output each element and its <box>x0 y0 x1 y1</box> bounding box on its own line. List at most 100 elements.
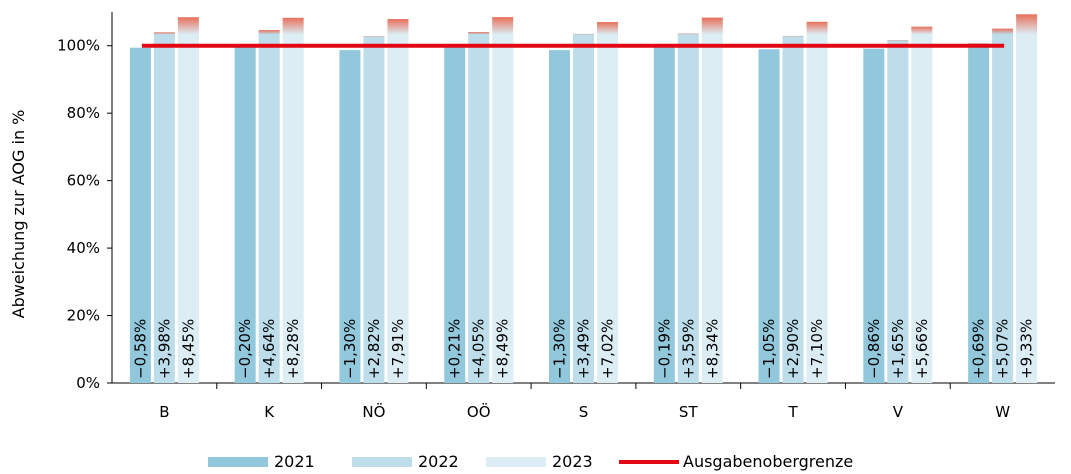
legend-swatch-2023 <box>486 456 546 467</box>
bar-overshoot <box>911 26 933 35</box>
bar-overshoot <box>968 43 990 44</box>
x-tick-label: S <box>579 403 589 421</box>
y-tick-label: 60% <box>67 172 100 190</box>
bar <box>677 33 699 383</box>
data-label: +2,90% <box>784 319 802 379</box>
data-label: +2,82% <box>365 319 383 379</box>
legend-swatch-2022 <box>352 456 412 467</box>
x-tick-label: ST <box>679 403 699 421</box>
x-tick-label: W <box>995 403 1010 421</box>
bar <box>129 47 151 384</box>
bar-overshoot <box>782 35 804 37</box>
y-tick-label: 40% <box>67 239 100 257</box>
bar-overshoot <box>573 33 594 35</box>
data-label: −0,19% <box>655 319 673 379</box>
y-tick-label: 100% <box>57 37 100 55</box>
bar <box>234 46 256 383</box>
bar-overshoot <box>177 17 199 35</box>
bar-overshoot <box>992 28 1014 35</box>
legend-item-2022: 2022 <box>352 452 459 471</box>
x-tick-label: V <box>893 403 904 421</box>
bar-overshoot <box>492 17 514 35</box>
data-label: +3,59% <box>679 319 697 379</box>
data-label: +8,34% <box>703 319 721 379</box>
bar <box>363 36 385 383</box>
data-label: −0,20% <box>236 319 254 379</box>
bar <box>153 33 175 383</box>
bar-overshoot <box>677 33 699 35</box>
bar <box>573 33 594 384</box>
bar <box>468 33 490 383</box>
x-tick-label: K <box>264 403 275 421</box>
bar-overshoot <box>887 40 909 41</box>
bar <box>887 40 909 384</box>
bar-overshoot <box>597 22 618 35</box>
data-label: +4,05% <box>470 319 488 379</box>
y-tick-label: 80% <box>67 104 100 122</box>
x-tick-label: T <box>787 403 798 421</box>
x-tick-label: OÖ <box>467 402 491 421</box>
bar <box>701 33 723 383</box>
legend-item-ausgabenobergrenze: Ausgabenobergrenze <box>619 452 853 471</box>
x-tick-label: NÖ <box>362 402 385 421</box>
bar-overshoot <box>468 32 490 35</box>
legend-label-ausgabenobergrenze: Ausgabenobergrenze <box>683 452 854 471</box>
data-label: +5,07% <box>994 319 1012 379</box>
data-label: +7,10% <box>808 319 826 379</box>
y-tick-label: 20% <box>67 307 100 325</box>
legend-label-2021: 2021 <box>274 452 315 471</box>
bar-overshoot <box>363 36 385 37</box>
bar <box>177 33 199 383</box>
legend-swatch-ausgabenobergrenze <box>619 459 679 464</box>
data-label: +7,02% <box>599 319 617 379</box>
data-label: +0,69% <box>970 319 988 379</box>
data-label: −0,86% <box>865 319 883 379</box>
bar <box>863 48 885 384</box>
y-tick-label: 0% <box>76 374 100 392</box>
data-label: −1,30% <box>551 319 569 379</box>
bar <box>339 50 361 383</box>
x-tick-label: B <box>159 403 169 421</box>
legend: 2021 2022 2023 Ausgabenobergrenze <box>0 452 1071 474</box>
data-label: +8,28% <box>284 319 302 379</box>
data-label: −1,30% <box>341 319 359 379</box>
data-label: +3,98% <box>155 319 173 379</box>
bar-overshoot <box>387 19 409 35</box>
bar <box>992 33 1014 383</box>
data-label: −0,58% <box>131 319 149 379</box>
data-label: +5,66% <box>913 319 931 379</box>
bar-overshoot <box>1016 14 1038 35</box>
bar-overshoot <box>153 32 175 35</box>
legend-item-2021: 2021 <box>208 452 315 471</box>
legend-label-2022: 2022 <box>418 452 459 471</box>
bar <box>387 33 409 383</box>
bar <box>653 46 675 383</box>
bar-overshoot <box>701 17 723 35</box>
bar <box>282 33 304 383</box>
bar <box>597 33 618 383</box>
bar <box>806 33 828 383</box>
bar <box>258 33 280 383</box>
legend-item-2023: 2023 <box>486 452 593 471</box>
data-label: +8,45% <box>179 319 197 379</box>
bar <box>1016 33 1038 383</box>
bar <box>492 33 514 383</box>
bar <box>911 33 933 383</box>
bar <box>758 49 780 383</box>
bar-overshoot <box>282 17 304 35</box>
bar <box>549 50 570 383</box>
bar <box>782 35 804 384</box>
plot-area: 0% 20% 40% 60% 80% 100% B −0,58% +3,98% +8,45% K −0… <box>57 12 1055 421</box>
bar <box>444 45 466 383</box>
data-label: +4,64% <box>260 319 278 379</box>
legend-swatch-2021 <box>208 456 268 467</box>
bar <box>968 43 990 384</box>
legend-label-2023: 2023 <box>552 452 593 471</box>
bar-overshoot <box>806 21 828 35</box>
y-axis-title: Abweichung zur AOG in % <box>9 110 28 319</box>
data-label: +7,91% <box>389 319 407 379</box>
data-label: +3,49% <box>575 319 593 379</box>
bar-chart: Abweichung zur AOG in % 0% 20% 40% 60% 80% 10… <box>9 12 1055 421</box>
bar-overshoot <box>258 30 280 35</box>
data-label: −1,05% <box>760 319 778 379</box>
